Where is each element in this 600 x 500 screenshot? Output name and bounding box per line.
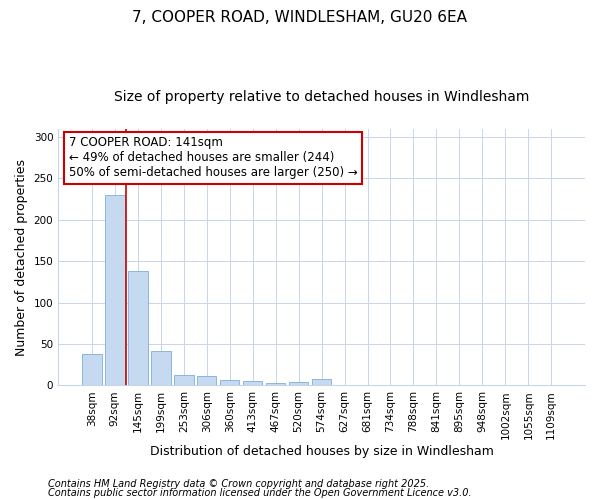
Bar — [243, 382, 262, 386]
Bar — [312, 379, 331, 386]
Bar — [128, 271, 148, 386]
Text: Contains HM Land Registry data © Crown copyright and database right 2025.: Contains HM Land Registry data © Crown c… — [48, 479, 429, 489]
Bar — [82, 354, 101, 386]
Text: 7, COOPER ROAD, WINDLESHAM, GU20 6EA: 7, COOPER ROAD, WINDLESHAM, GU20 6EA — [133, 10, 467, 25]
Y-axis label: Number of detached properties: Number of detached properties — [15, 158, 28, 356]
Bar — [151, 350, 170, 386]
Bar — [220, 380, 239, 386]
Bar — [266, 383, 286, 386]
Bar — [105, 195, 125, 386]
Bar — [289, 382, 308, 386]
Bar — [335, 384, 355, 386]
Text: 7 COOPER ROAD: 141sqm
← 49% of detached houses are smaller (244)
50% of semi-det: 7 COOPER ROAD: 141sqm ← 49% of detached … — [69, 136, 358, 180]
X-axis label: Distribution of detached houses by size in Windlesham: Distribution of detached houses by size … — [149, 444, 494, 458]
Bar — [174, 374, 194, 386]
Title: Size of property relative to detached houses in Windlesham: Size of property relative to detached ho… — [114, 90, 529, 104]
Bar — [358, 384, 377, 386]
Bar — [197, 376, 217, 386]
Text: Contains public sector information licensed under the Open Government Licence v3: Contains public sector information licen… — [48, 488, 472, 498]
Bar — [542, 384, 561, 386]
